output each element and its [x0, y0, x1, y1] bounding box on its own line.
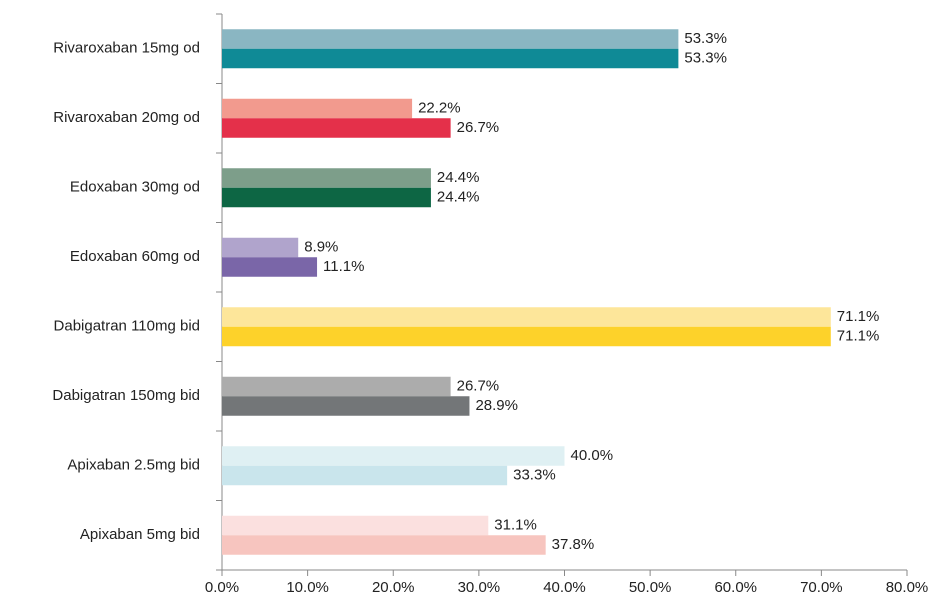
value-label: 37.8%	[552, 536, 595, 553]
value-label: 24.4%	[437, 188, 480, 205]
x-tick-label: 0.0%	[205, 579, 239, 596]
bar	[222, 396, 470, 416]
bar	[222, 515, 489, 536]
bar	[222, 446, 565, 466]
y-tick-label: Dabigatran 150mg bid	[52, 387, 200, 404]
bar	[222, 118, 451, 138]
x-tick-label: 70.0%	[800, 579, 843, 596]
value-label: 31.1%	[494, 516, 537, 533]
bar	[222, 168, 431, 188]
value-label: 28.9%	[475, 397, 518, 414]
value-label: 11.1%	[323, 258, 364, 275]
bar	[222, 465, 508, 486]
x-tick-label: 10.0%	[286, 579, 329, 596]
value-label: 26.7%	[457, 119, 500, 136]
y-tick-label: Edoxaban 60mg od	[70, 248, 200, 265]
bar	[222, 48, 679, 69]
y-tick-label: Rivaroxaban 15mg od	[53, 40, 200, 57]
bar	[222, 535, 546, 555]
value-label: 53.3%	[684, 30, 727, 47]
value-label: 8.9%	[304, 238, 338, 255]
value-label: 53.3%	[684, 49, 727, 66]
bar	[222, 307, 831, 327]
x-tick-label: 30.0%	[458, 579, 501, 596]
value-label: 71.1%	[837, 308, 880, 325]
x-tick-label: 80.0%	[886, 579, 929, 596]
x-tick-label: 40.0%	[543, 579, 586, 596]
x-tick-label: 50.0%	[629, 579, 672, 596]
value-label: 33.3%	[513, 466, 556, 483]
bar	[222, 257, 318, 277]
value-label: 22.2%	[418, 99, 461, 116]
value-label: 24.4%	[437, 169, 480, 186]
bar	[222, 237, 299, 258]
bar	[222, 187, 431, 208]
bar	[222, 29, 679, 49]
value-label: 40.0%	[571, 447, 614, 464]
value-label: 71.1%	[837, 327, 880, 344]
bar	[222, 326, 831, 347]
y-tick-label: Apixaban 5mg bid	[80, 526, 200, 543]
bar	[222, 98, 413, 119]
y-tick-label: Apixaban 2.5mg bid	[67, 457, 200, 474]
bar	[222, 376, 451, 397]
y-tick-label: Rivaroxaban 20mg od	[53, 109, 200, 126]
x-tick-label: 60.0%	[714, 579, 757, 596]
y-tick-label: Dabigatran 110mg bid	[54, 318, 200, 335]
y-tick-label: Edoxaban 30mg od	[70, 179, 200, 196]
value-label: 26.7%	[457, 377, 500, 394]
x-tick-label: 20.0%	[372, 579, 415, 596]
